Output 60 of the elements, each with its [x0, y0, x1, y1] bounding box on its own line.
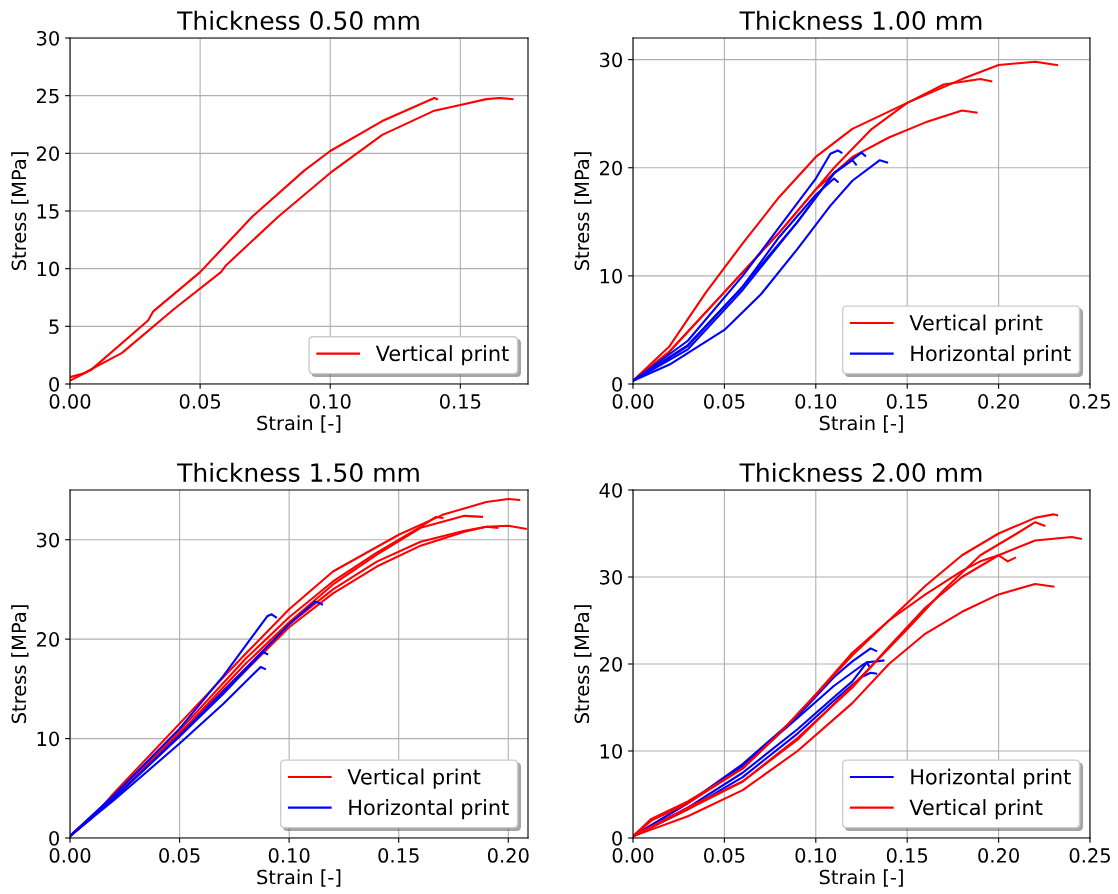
legend-label: Horizontal print — [911, 768, 1071, 789]
x-tick-label: 0.20 — [978, 394, 1019, 409]
y-tick-label: 20 — [599, 656, 622, 672]
x-axis-title: Strain [-] — [819, 869, 903, 887]
y-tick-label: 0 — [612, 376, 622, 392]
x-tick-label: 0.00 — [49, 848, 91, 863]
x-tick-label: 0.15 — [886, 848, 928, 863]
x-tick-label: 0.05 — [704, 848, 745, 863]
y-tick-label: 40 — [599, 482, 622, 498]
y-tick-label: 10 — [37, 261, 59, 277]
x-axis-title: Strain [-] — [819, 415, 903, 433]
chart-title: Thickness 1.00 mm — [739, 10, 982, 31]
y-tick-label: 25 — [36, 88, 59, 104]
x-tick-label: 0.15 — [439, 394, 481, 409]
legend-label: Vertical print — [909, 314, 1043, 335]
x-tick-label: 0.25 — [1069, 848, 1110, 863]
legend-label: Horizontal print — [911, 345, 1071, 366]
x-tick-label: 0.15 — [886, 394, 928, 409]
chart-title: Thickness 1.50 mm — [177, 462, 419, 483]
x-tick-label: 0.10 — [795, 394, 837, 409]
y-axis-title: Stress [MPa] — [11, 605, 29, 724]
x-tick-label: 0.05 — [159, 848, 200, 863]
legend-label: Vertical print — [347, 768, 481, 789]
x-tick-label: 0.05 — [704, 394, 745, 409]
y-tick-label: 20 — [36, 632, 59, 647]
x-tick-label: 0.10 — [795, 848, 837, 863]
y-tick-label: 10 — [600, 743, 622, 759]
y-tick-label: 0 — [49, 376, 59, 392]
legend-label: Vertical print — [375, 345, 509, 366]
x-axis-title: Strain [-] — [257, 869, 341, 887]
y-axis-title: Stress [MPa] — [11, 152, 29, 271]
chart-title: Thickness 0.50 mm — [177, 10, 419, 31]
x-tick-label: 0.15 — [378, 848, 419, 863]
y-tick-label: 30 — [600, 52, 622, 68]
y-tick-label: 30 — [37, 30, 59, 46]
x-tick-label: 0.00 — [49, 394, 91, 409]
y-axis-title: Stress [MPa] — [574, 152, 592, 271]
legend-label: Horizontal print — [349, 799, 509, 820]
y-tick-label: 0 — [49, 830, 59, 846]
x-tick-label: 0.05 — [179, 394, 221, 409]
y-tick-label: 20 — [36, 146, 59, 161]
y-tick-label: 10 — [600, 268, 622, 284]
x-tick-label: 0.20 — [487, 848, 529, 863]
y-axis-title: Stress [MPa] — [574, 605, 592, 724]
x-tick-label: 0.25 — [1069, 394, 1110, 409]
x-tick-label: 0.00 — [612, 394, 654, 409]
x-tick-label: 0.10 — [309, 394, 351, 409]
y-tick-label: 5 — [49, 319, 59, 334]
x-axis-title: Strain [-] — [257, 415, 341, 433]
legend-label: Vertical print — [909, 799, 1043, 820]
y-tick-label: 0 — [612, 830, 622, 846]
y-tick-label: 10 — [37, 731, 59, 747]
x-tick-label: 0.00 — [612, 848, 654, 863]
y-tick-label: 15 — [37, 204, 59, 219]
y-tick-label: 30 — [37, 532, 59, 548]
y-tick-label: 20 — [599, 160, 622, 176]
x-tick-label: 0.10 — [268, 848, 310, 863]
chart-title: Thickness 2.00 mm — [739, 462, 982, 483]
y-tick-label: 30 — [600, 569, 622, 585]
x-tick-label: 0.20 — [978, 848, 1019, 863]
